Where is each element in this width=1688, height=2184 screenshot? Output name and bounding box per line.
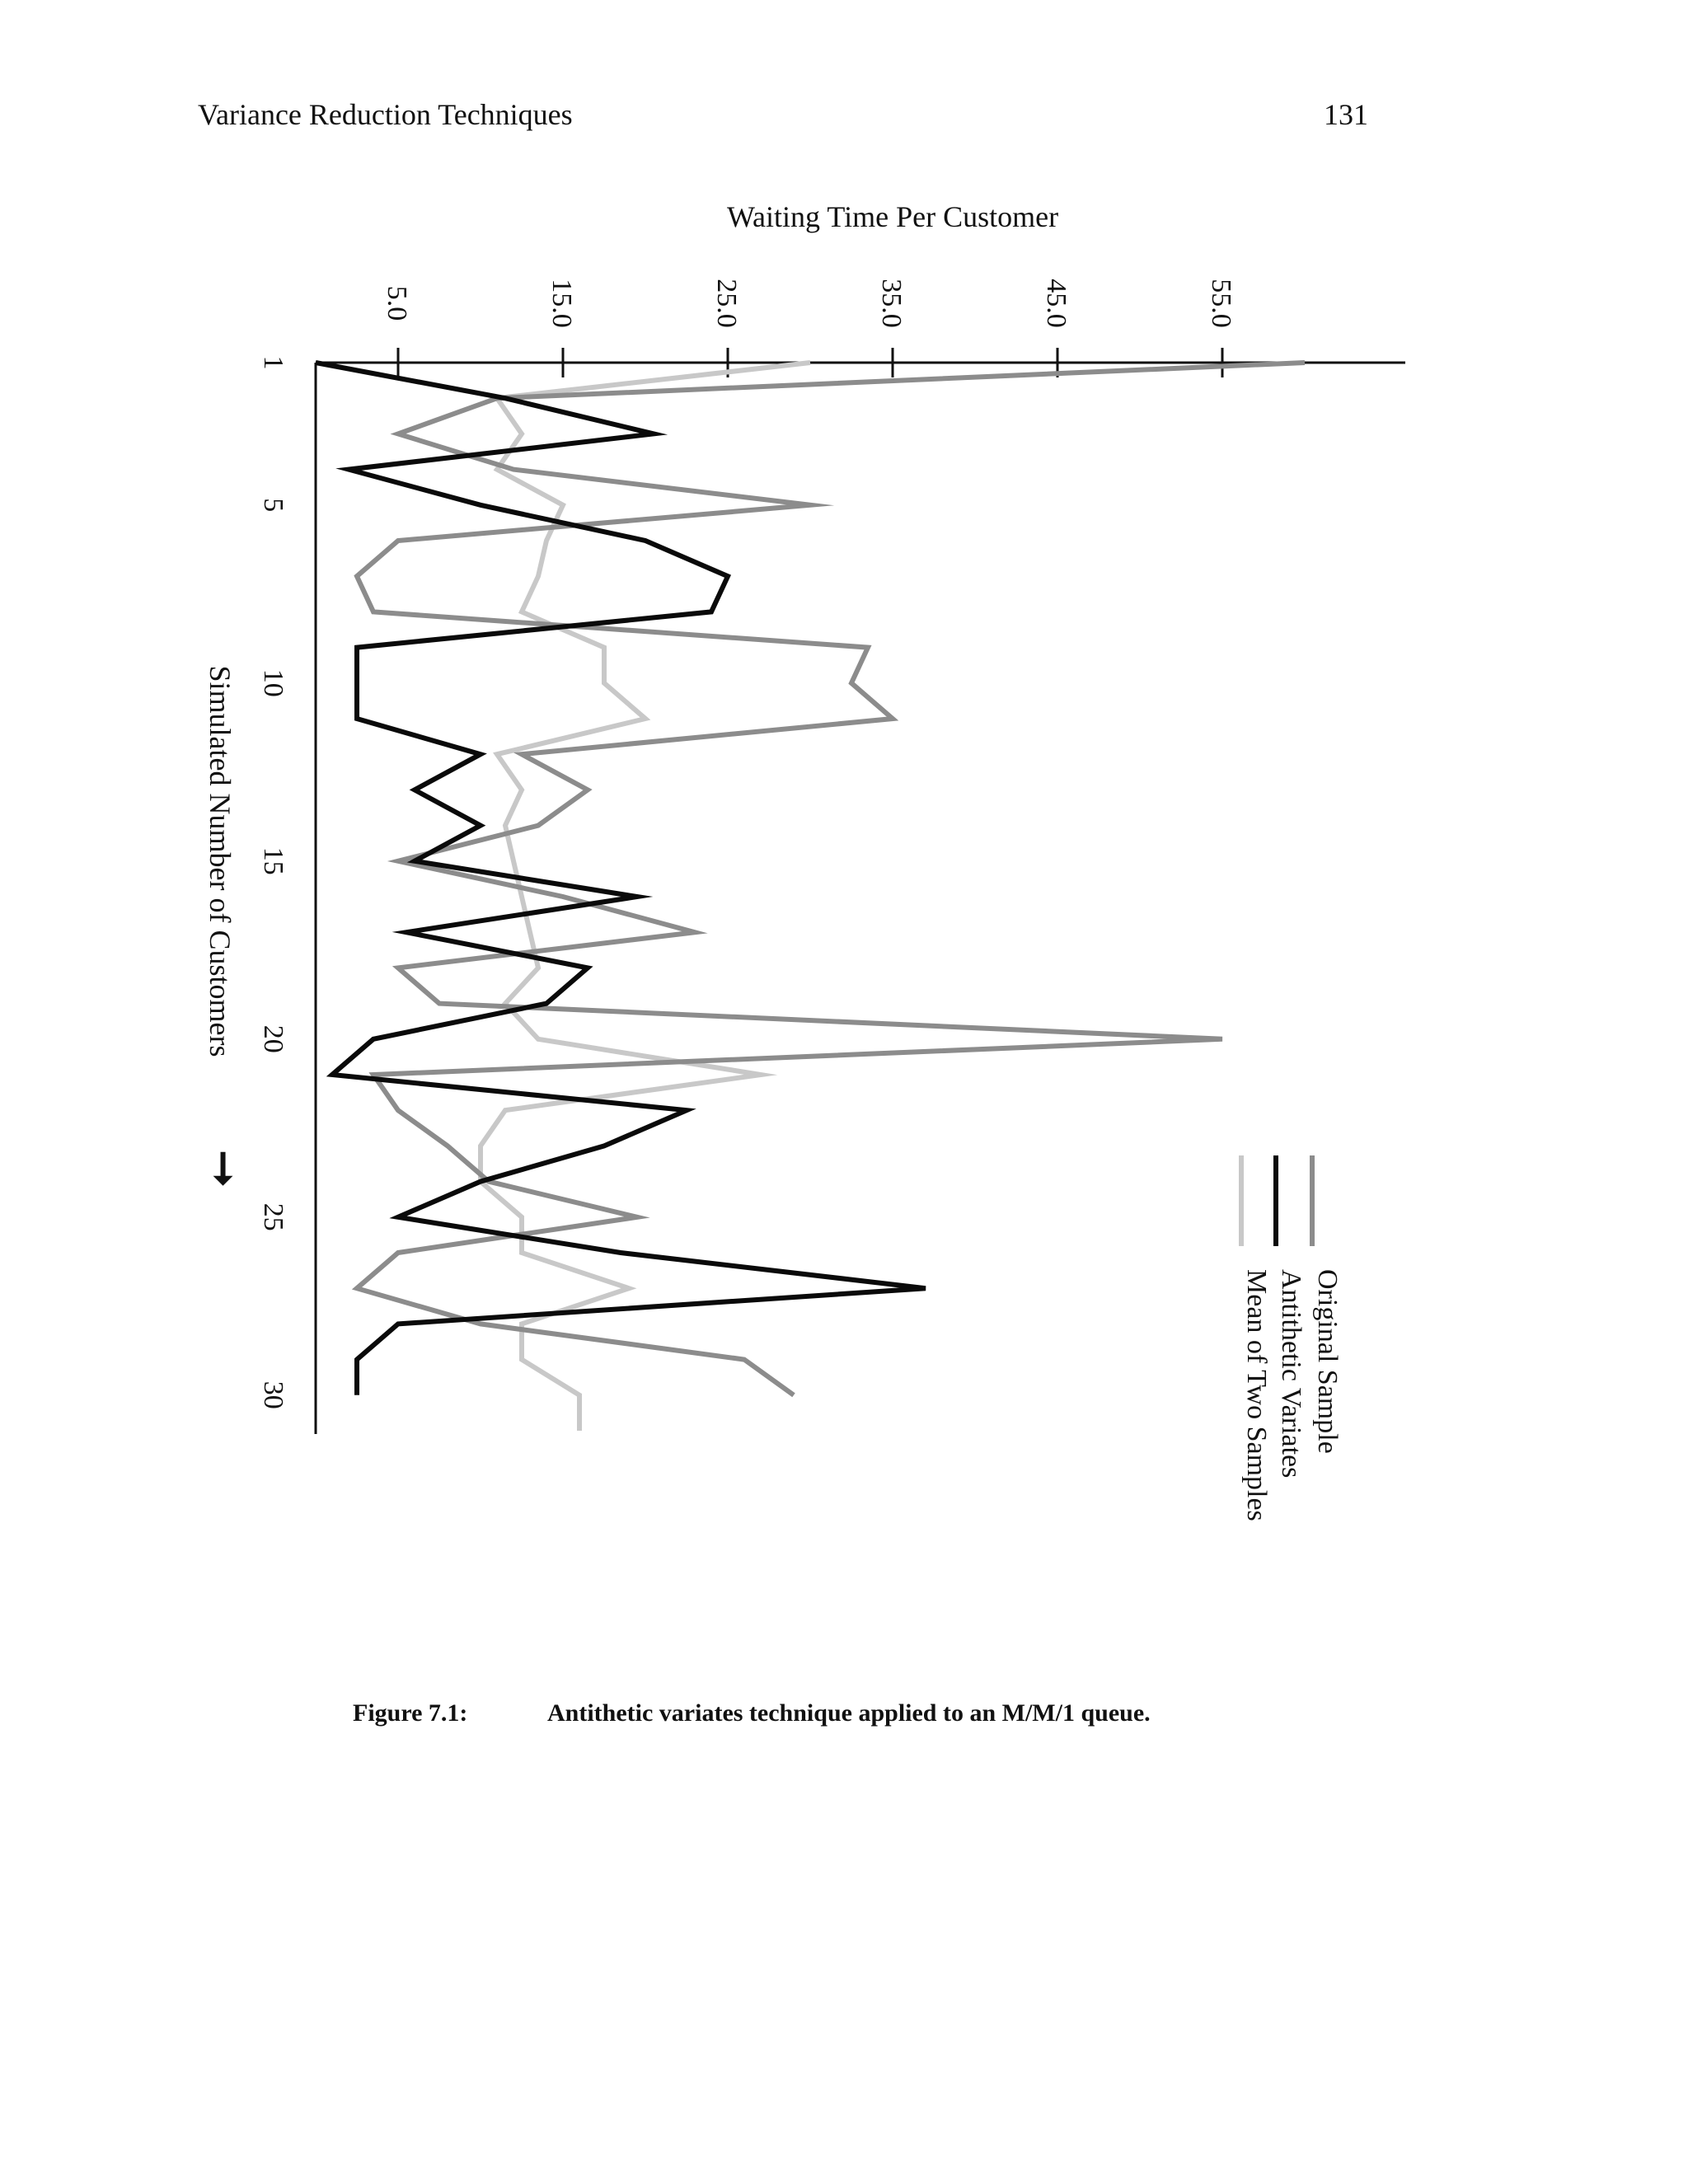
customer-tick-label: 5 (258, 498, 288, 512)
running-head: Variance Reduction Techniques 131 (198, 97, 1368, 138)
value-tick-label: 25.0 (711, 279, 742, 328)
customer-axis-title: Simulated Number of Customers (204, 666, 237, 1057)
customer-tick-label: 30 (258, 1381, 288, 1409)
customer-tick-label: 25 (258, 1203, 288, 1231)
series-line (351, 360, 1306, 1398)
value-tick-label: 55.0 (1206, 279, 1236, 328)
figure-caption: Figure 7.1: Antithetic variates technique… (353, 1699, 1151, 1727)
direction-arrow: ➞ (197, 1150, 251, 1188)
legend-label: Original Sample (1312, 1269, 1343, 1454)
legend-label: Antithetic Variates (1276, 1269, 1306, 1478)
series-line (478, 360, 811, 1431)
figure-caption-text: Antithetic variates technique applied to… (547, 1699, 1151, 1727)
page-number: 131 (1324, 98, 1368, 131)
value-tick-label: 5.0 (382, 286, 412, 321)
legend-label: Mean of Two Samples (1241, 1269, 1272, 1521)
value-axis-title: Waiting Time Per Customer (727, 200, 1058, 233)
series-line (315, 360, 926, 1395)
value-tick-label: 45.0 (1041, 279, 1071, 328)
customer-tick-label: 10 (258, 669, 288, 697)
value-tick-label: 15.0 (546, 279, 577, 328)
customer-tick-label: 15 (258, 847, 288, 875)
customer-tick-label: 20 (258, 1025, 288, 1053)
value-tick-label: 35.0 (876, 279, 907, 328)
customer-tick-label: 1 (258, 356, 288, 370)
figure-label: Figure 7.1: (353, 1699, 468, 1727)
running-head-title: Variance Reduction Techniques (198, 98, 573, 131)
